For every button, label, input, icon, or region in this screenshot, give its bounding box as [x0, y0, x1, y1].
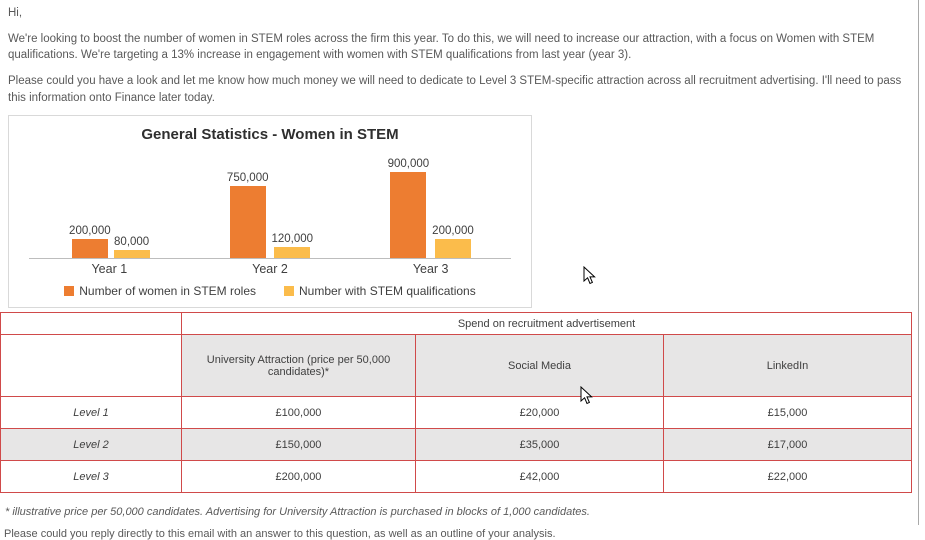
bar-group: 200,000 80,000: [29, 225, 190, 259]
recruitment-spend-table: Spend on recruitment advertisement Unive…: [0, 312, 913, 494]
category-label: Year 2: [252, 262, 288, 277]
table-span-header-row: Spend on recruitment advertisement: [0, 312, 913, 336]
greeting-text: Hi,: [8, 7, 23, 19]
bar: [71, 239, 108, 259]
bar-with-label: 200,000: [69, 225, 111, 259]
table-row-level-3: Level 3 £200,000 £42,000 £22,000: [0, 460, 913, 494]
chart-title: General Statistics - Women in STEM: [141, 126, 399, 144]
bar-with-label: 200,000: [432, 225, 474, 259]
legend-swatch-icon: [284, 286, 294, 297]
row-label-level-2: Level 2: [0, 428, 182, 462]
table-stub-cell: [0, 334, 182, 398]
scrollbar-track[interactable]: [918, 0, 919, 525]
column-header-university-attraction: University Attraction (price per 50,000 …: [181, 334, 416, 398]
cell-level2-university: £150,000: [181, 428, 416, 462]
stem-statistics-chart: General Statistics - Women in STEM 200,0…: [8, 115, 532, 309]
bar-value-label: 120,000: [271, 233, 314, 246]
bar-with-label: 900,000: [387, 158, 430, 259]
bar-value-label: 80,000: [114, 236, 150, 249]
bar: [113, 250, 150, 259]
cell-level2-linkedin: £17,000: [662, 428, 913, 462]
table-corner-cell: [0, 312, 182, 336]
cell-level3-university: £200,000: [181, 460, 416, 494]
chart-categories: Year 1 Year 2 Year 3: [29, 259, 511, 283]
mouse-cursor: [580, 385, 593, 408]
bar-with-label: 120,000: [271, 233, 314, 259]
legend-label: Number with STEM qualifications: [299, 284, 476, 299]
column-header-linkedin: LinkedIn: [662, 334, 913, 398]
legend-item: Number with STEM qualifications: [284, 284, 476, 298]
chart-plot: 200,000 80,000 750,000 120,000 900,000 200,00…: [29, 155, 511, 260]
bar-value-label: 200,000: [432, 225, 474, 238]
chart-legend: Number of women in STEM roles Number with…: [15, 283, 525, 305]
legend-item: Number of women in STEM roles: [64, 284, 256, 298]
bar-group: 750,000 120,000: [190, 172, 351, 259]
legend-swatch-icon: [64, 286, 75, 297]
category-label: Year 3: [412, 262, 449, 277]
bar: [434, 239, 471, 259]
bar-value-label: 900,000: [387, 158, 430, 171]
table-row-level-1: Level 1 £100,000 £20,000 £15,000: [0, 396, 913, 430]
cell-level3-linkedin: £22,000: [662, 460, 913, 494]
category-label: Year 1: [91, 262, 128, 277]
row-label-level-3: Level 3: [0, 460, 182, 494]
cell-level1-social-media: £20,000: [415, 396, 664, 430]
table-column-header-row: University Attraction (price per 50,000 …: [0, 334, 913, 398]
cell-level3-social-media: £42,000: [415, 460, 664, 494]
brief-paragraph: We're looking to boost the number of wom…: [8, 32, 875, 62]
legend-label: Number of women in STEM roles: [79, 284, 256, 299]
cell-level1-university: £100,000: [181, 396, 416, 430]
cell-level2-social-media: £35,000: [415, 428, 664, 462]
price-footnote: * illustrative price per 50,000 candidat…: [5, 506, 590, 519]
mouse-cursor: [583, 265, 596, 288]
row-label-level-1: Level 1: [0, 396, 182, 430]
table-row-level-2: Level 2 £150,000 £35,000 £17,000: [0, 428, 913, 462]
bar-with-label: 80,000: [113, 236, 150, 259]
bar: [229, 186, 266, 259]
bar-value-label: 200,000: [69, 225, 111, 238]
closing-paragraph: Please could you reply directly to this …: [4, 528, 556, 540]
table-span-header: Spend on recruitment advertisement: [180, 312, 913, 336]
bar-with-label: 750,000: [226, 172, 269, 259]
column-header-social-media: Social Media: [415, 334, 664, 398]
cell-level1-linkedin: £15,000: [662, 396, 913, 430]
request-paragraph: Please could you have a look and let me …: [8, 75, 902, 104]
bar: [390, 172, 427, 259]
bar-group: 900,000 200,000: [350, 158, 511, 259]
email-body: Hi, We're looking to boost the number of…: [8, 7, 902, 309]
bar-value-label: 750,000: [226, 172, 269, 185]
bar: [274, 247, 311, 259]
